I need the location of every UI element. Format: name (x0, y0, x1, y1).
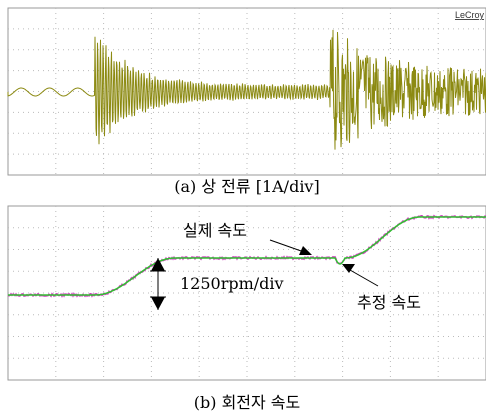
label-scale: 1250rpm/div (180, 274, 284, 293)
caption-b: (b) 회전자 속도 (194, 393, 301, 412)
page: LeCroy (a) 상 전류 [1A/div] 실제 속도 1250rpm/d… (0, 0, 486, 416)
label-estimated-speed: 추정 속도 (357, 293, 421, 312)
label-actual-speed: 실제 속도 (183, 221, 247, 240)
caption-a: (a) 상 전류 [1A/div] (174, 177, 319, 196)
figure: LeCroy (a) 상 전류 [1A/div] 실제 속도 1250rpm/d… (0, 0, 486, 416)
brand: LeCroy (455, 10, 485, 20)
